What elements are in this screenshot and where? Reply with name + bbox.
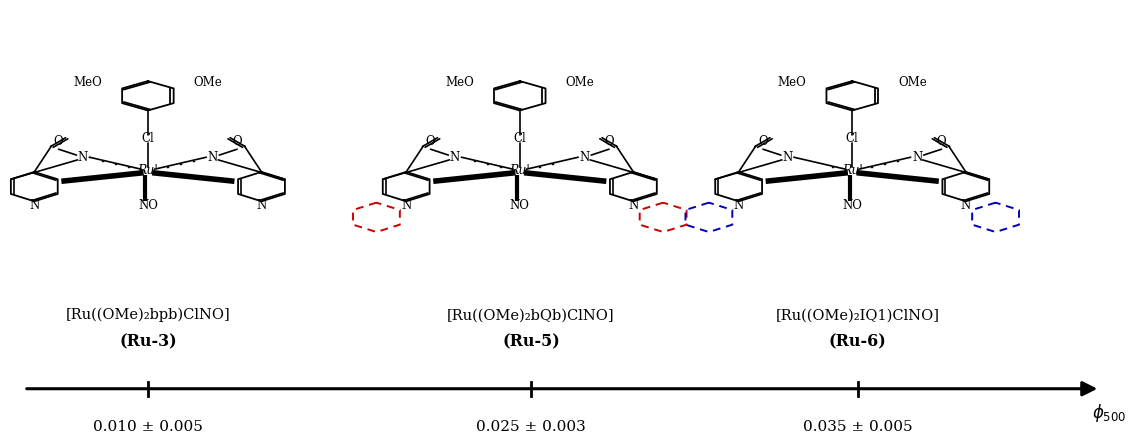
Text: Cl: Cl — [514, 132, 526, 145]
Text: Ru': Ru' — [509, 164, 530, 177]
Text: N: N — [78, 151, 88, 164]
Text: N: N — [580, 151, 590, 164]
Text: O: O — [426, 135, 436, 148]
Text: Ru': Ru' — [137, 164, 158, 177]
Text: (Ru-5): (Ru-5) — [503, 333, 560, 350]
Text: 0.035 ± 0.005: 0.035 ± 0.005 — [803, 420, 912, 434]
Text: $\phi_{500}$: $\phi_{500}$ — [1092, 402, 1126, 424]
Text: N: N — [961, 199, 971, 212]
Text: Ru': Ru' — [842, 164, 863, 177]
Text: [Ru((OMe)₂IQ1)ClNO]: [Ru((OMe)₂IQ1)ClNO] — [775, 308, 940, 322]
Text: N: N — [734, 199, 744, 212]
Text: (Ru-6): (Ru-6) — [829, 333, 886, 350]
Text: N: N — [782, 151, 792, 164]
Text: N: N — [29, 199, 40, 212]
Text: O: O — [604, 135, 614, 148]
Text: MeO: MeO — [74, 76, 102, 89]
Text: N: N — [401, 199, 411, 212]
Text: O: O — [54, 135, 63, 148]
Text: 0.025 ± 0.003: 0.025 ± 0.003 — [477, 420, 586, 434]
Text: Cl: Cl — [846, 132, 858, 145]
Text: O: O — [936, 135, 946, 148]
Text: O: O — [758, 135, 767, 148]
Text: NO: NO — [842, 199, 863, 212]
Text: NO: NO — [509, 199, 530, 212]
Text: 0.010 ± 0.005: 0.010 ± 0.005 — [93, 420, 203, 434]
Text: N: N — [207, 151, 218, 164]
Text: N: N — [256, 199, 267, 212]
Text: O: O — [232, 135, 242, 148]
Text: OMe: OMe — [566, 76, 594, 89]
Text: [Ru((OMe)₂bpb)ClNO]: [Ru((OMe)₂bpb)ClNO] — [66, 308, 230, 323]
Text: MeO: MeO — [778, 76, 806, 89]
Text: N: N — [449, 151, 460, 164]
Text: Cl: Cl — [142, 132, 154, 145]
Text: [Ru((OMe)₂bQb)ClNO]: [Ru((OMe)₂bQb)ClNO] — [447, 308, 615, 322]
Text: NO: NO — [138, 199, 157, 212]
Text: N: N — [628, 199, 638, 212]
Text: (Ru-3): (Ru-3) — [119, 333, 177, 350]
Text: MeO: MeO — [445, 76, 474, 89]
Text: N: N — [912, 151, 923, 164]
Text: OMe: OMe — [194, 76, 223, 89]
Text: OMe: OMe — [898, 76, 927, 89]
